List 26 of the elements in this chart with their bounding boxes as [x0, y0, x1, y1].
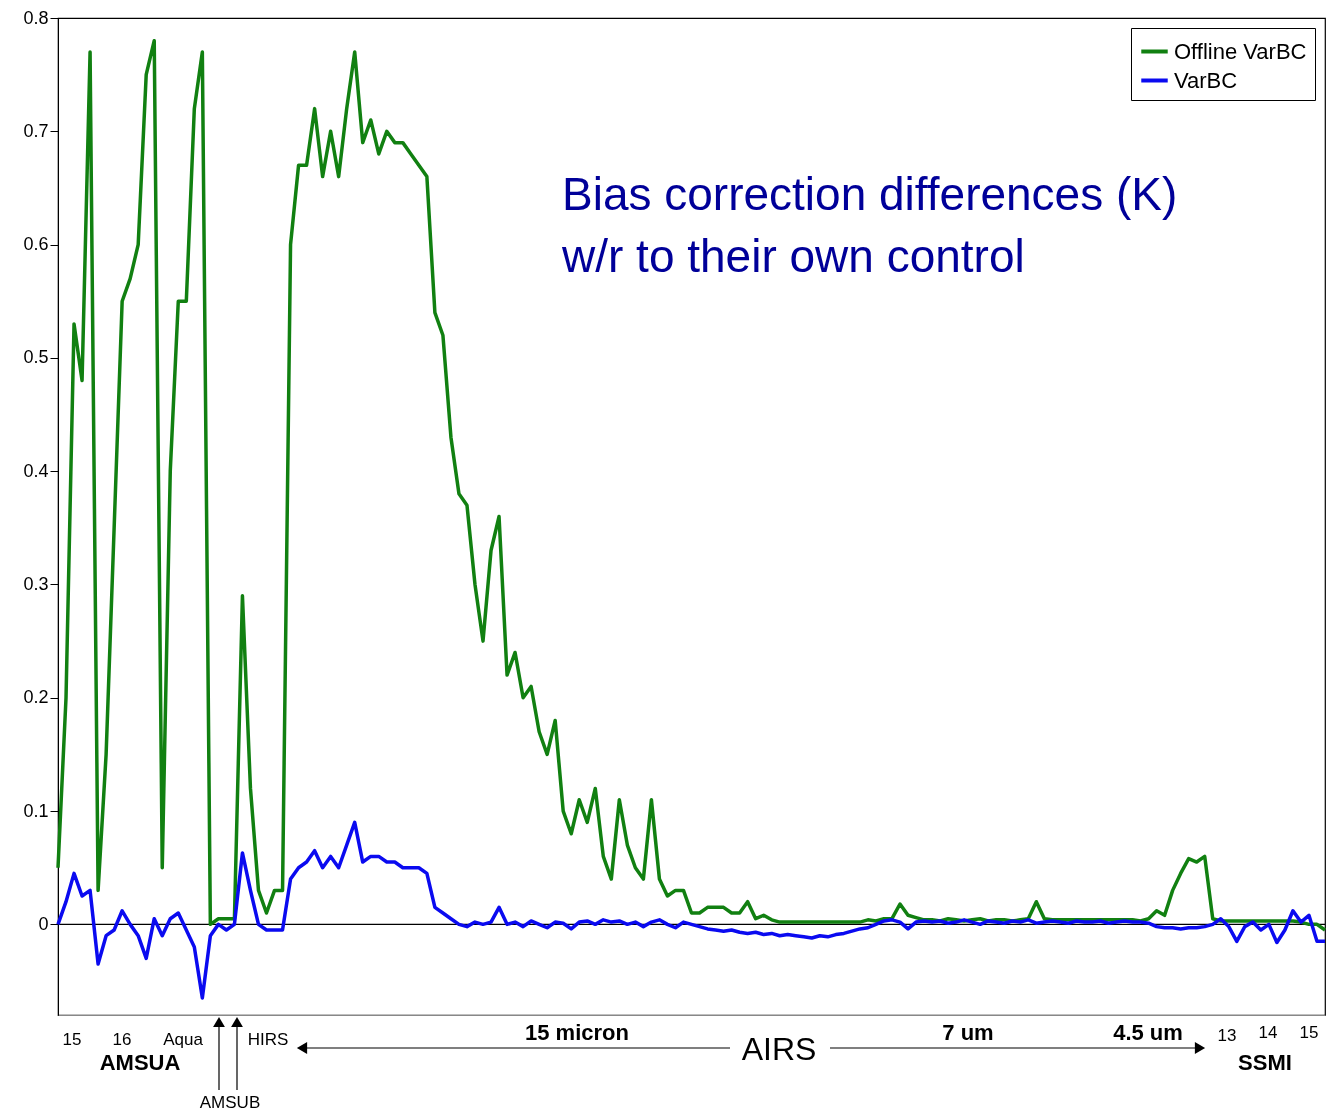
text: HIRS: [247, 1030, 289, 1049]
text: 15 micron: [525, 1020, 629, 1045]
text: 15: [62, 1030, 82, 1049]
y-tick-label: 0.5: [23, 347, 49, 368]
legend-label: Offline VarBC: [1174, 38, 1307, 64]
text: SSMI: [1238, 1050, 1292, 1075]
y-tick-label: 0.6: [23, 234, 49, 255]
y-tick-label: 0.8: [23, 7, 49, 28]
text: 4.5 um: [1113, 1020, 1183, 1045]
y-tick-label: 0: [38, 913, 49, 934]
y-tick-label: 0.2: [23, 687, 49, 708]
text: 15: [1299, 1023, 1319, 1042]
text: AIRS: [741, 1031, 817, 1067]
text: Aqua: [163, 1030, 204, 1049]
text: AMSUA: [99, 1050, 181, 1075]
y-tick-label: 0.7: [23, 120, 49, 141]
y-tick-label: 0.3: [23, 573, 49, 594]
y-tick-label: 0.4: [23, 460, 49, 481]
text: 13: [1217, 1026, 1237, 1045]
text: AMSUB: [199, 1093, 261, 1112]
annotation: Bias correction differences (K) w/r to their own control: [561, 168, 1178, 283]
text: 16: [112, 1030, 132, 1049]
text: 14: [1258, 1023, 1278, 1042]
text: 7 um: [942, 1020, 994, 1045]
y-tick-label: 0.1: [23, 800, 49, 821]
legend-label: VarBC: [1174, 67, 1238, 93]
